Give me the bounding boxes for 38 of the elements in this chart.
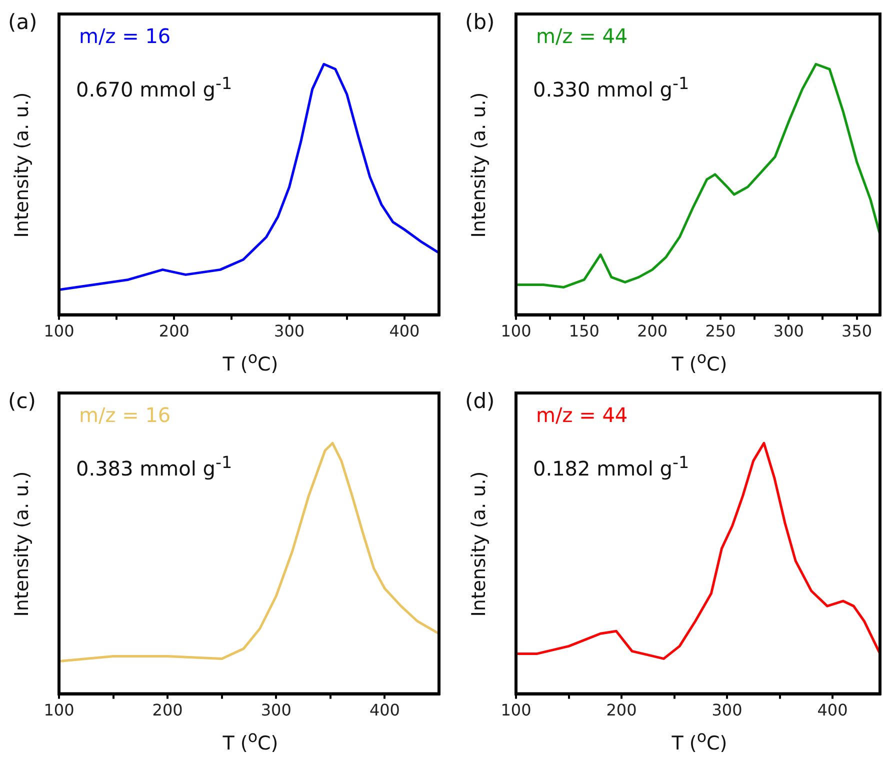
x-tick-label: 250	[705, 322, 736, 341]
x-tick-label: 300	[260, 700, 292, 720]
x-tick-label: 300	[773, 322, 804, 341]
text: (d)	[465, 389, 495, 413]
x-tick-label: 300	[712, 700, 742, 720]
text: (a)	[8, 10, 38, 34]
y-axis-title: Intensity (a. u.)	[468, 471, 490, 617]
x-tick-label: 200	[606, 700, 637, 720]
y-axis-title: Intensity (a. u.)	[11, 471, 33, 617]
x-tick-label: 150	[568, 322, 600, 341]
text: m/z = 16	[79, 403, 171, 428]
annotation: 0.182 mmol g$^{-1}$	[533, 453, 690, 481]
text: m/z = 16	[79, 24, 171, 48]
annotation: 0.330 mmol g$^{-1}$	[533, 74, 690, 102]
x-axis-title: T ($^{o}$C)	[222, 726, 280, 754]
text: (b)	[465, 10, 495, 34]
x-tick-label: 400	[369, 700, 400, 720]
x-tick-label: 300	[274, 322, 305, 341]
x-tick-label: 200	[637, 322, 668, 341]
x-tick-label: 100	[500, 700, 532, 720]
y-axis-title: Intensity (a. u.)	[468, 92, 490, 238]
x-tick-label: 200	[158, 322, 190, 341]
x-tick-label: 100	[500, 322, 532, 341]
annotation: 0.670 mmol g$^{-1}$	[76, 74, 232, 102]
annotation: 0.383 mmol g$^{-1}$	[76, 453, 232, 481]
x-tick-label: 400	[389, 322, 420, 341]
x-tick-label: 400	[817, 700, 848, 720]
x-axis-title: T ($^{o}$C)	[670, 348, 728, 375]
text: (c)	[8, 389, 36, 413]
text: m/z = 44	[536, 403, 628, 428]
x-tick-label: 350	[842, 322, 872, 341]
y-axis-title: Intensity (a. u.)	[11, 92, 33, 238]
x-axis-title: T ($^{o}$C)	[670, 726, 728, 754]
x-tick-label: 100	[44, 322, 74, 341]
x-axis-title: T ($^{o}$C)	[222, 348, 280, 375]
x-tick-label: 200	[152, 700, 183, 720]
x-tick-label: 100	[44, 700, 74, 720]
text: m/z = 44	[536, 24, 628, 48]
